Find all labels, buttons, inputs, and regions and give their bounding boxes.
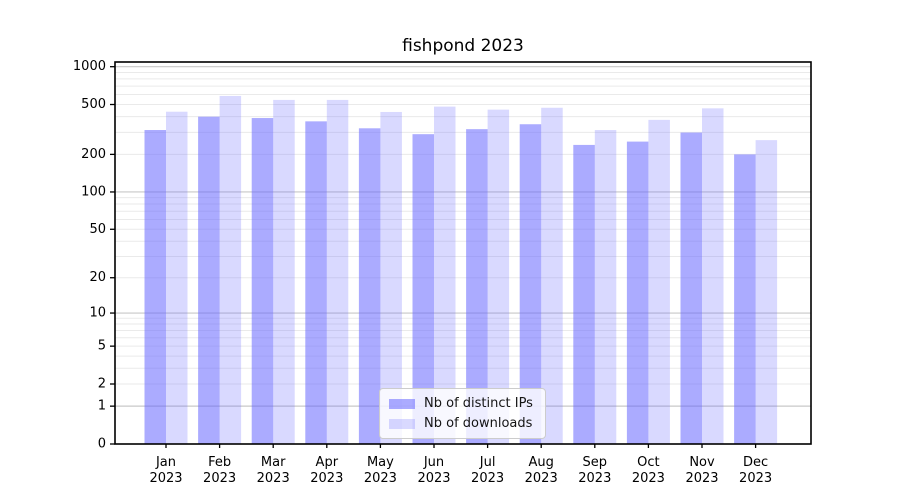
y-tick-label: 5 <box>98 339 106 354</box>
bar-oct-ips <box>626 141 649 444</box>
x-tick-label-year: 2023 <box>257 471 290 486</box>
x-tick-label-year: 2023 <box>632 471 665 486</box>
x-tick-label-month: Sep <box>583 455 608 470</box>
bar-jul-downloads <box>487 109 510 444</box>
y-tick-label: 1000 <box>73 59 106 74</box>
bar-may-ips <box>358 128 381 444</box>
x-tick-label-year: 2023 <box>525 471 558 486</box>
bar-dec-downloads <box>755 140 778 444</box>
bar-dec-ips <box>734 154 756 444</box>
x-tick-label-year: 2023 <box>364 471 397 486</box>
x-tick-label-year: 2023 <box>310 471 343 486</box>
bar-sep-downloads <box>594 130 617 444</box>
y-tick-label: 50 <box>89 222 106 237</box>
bar-jun-downloads <box>434 106 456 444</box>
y-tick-label: 500 <box>81 97 106 112</box>
y-tick-label: 100 <box>81 184 106 199</box>
x-tick-label-month: Jan <box>155 455 176 470</box>
y-tick-label: 200 <box>81 147 106 162</box>
x-tick-label-year: 2023 <box>471 471 504 486</box>
x-tick-label-month: Jul <box>479 455 496 470</box>
bar-sep-ips <box>573 144 595 445</box>
x-tick-label-month: Aug <box>529 455 554 470</box>
x-tick-label-year: 2023 <box>578 471 611 486</box>
bar-oct-downloads <box>648 119 670 444</box>
y-tick-label: 10 <box>89 306 106 321</box>
legend-item-downloads: Nb of downloads <box>389 416 533 431</box>
series-downloads <box>166 95 778 445</box>
legend-label-distinct-ips: Nb of distinct IPs <box>424 396 533 411</box>
x-tick-label-month: Nov <box>689 455 715 470</box>
legend-swatch-downloads <box>389 418 415 429</box>
bar-mar-downloads <box>273 99 295 444</box>
y-tick-label: 1 <box>98 399 106 414</box>
x-tick-label-month: Oct <box>637 455 659 470</box>
bar-apr-ips <box>305 121 327 444</box>
bar-jan-downloads <box>166 111 188 445</box>
x-tick-label-month: Mar <box>261 455 286 470</box>
x-tick-label-month: Apr <box>316 455 339 470</box>
x-tick-label-month: May <box>367 455 394 470</box>
legend-swatch-distinct-ips <box>389 398 415 409</box>
legend-label-downloads: Nb of downloads <box>424 416 533 431</box>
x-tick-label-year: 2023 <box>203 471 236 486</box>
x-tick-label-year: 2023 <box>685 471 718 486</box>
x-axis: Jan2023Feb2023Mar2023Apr2023May2023Jun20… <box>149 444 772 486</box>
bar-may-downloads <box>380 111 402 444</box>
bar-jun-ips <box>412 134 434 444</box>
x-tick-label-month: Jun <box>423 455 444 470</box>
y-tick-label: 2 <box>98 377 106 392</box>
y-axis: 0 1 2 5 10 20 50 100 200 500 1000 <box>73 59 115 452</box>
y-tick-label: 20 <box>89 270 106 285</box>
series-ips <box>144 116 756 445</box>
plot-frame <box>114 61 812 445</box>
bar-jul-ips <box>466 129 488 445</box>
legend: Nb of distinct IPs Nb of downloads <box>379 388 546 439</box>
x-tick-label-year: 2023 <box>417 471 450 486</box>
bar-feb-downloads <box>219 95 242 445</box>
x-tick-label-month: Feb <box>208 455 231 470</box>
bar-nov-ips <box>680 132 702 445</box>
x-tick-label-year: 2023 <box>739 471 772 486</box>
bar-jan-ips <box>144 130 166 444</box>
bar-apr-downloads <box>326 99 349 444</box>
bar-feb-ips <box>198 116 220 445</box>
chart-title: fishpond 2023 <box>402 36 524 56</box>
x-tick-label-month: Dec <box>743 455 768 470</box>
bar-nov-downloads <box>702 108 724 444</box>
bar-aug-downloads <box>541 107 563 445</box>
legend-item-distinct-ips: Nb of distinct IPs <box>389 396 533 411</box>
bar-mar-ips <box>251 118 274 445</box>
y-tick-label: 0 <box>98 437 106 452</box>
bar-aug-ips <box>519 124 542 444</box>
x-tick-label-year: 2023 <box>149 471 182 486</box>
